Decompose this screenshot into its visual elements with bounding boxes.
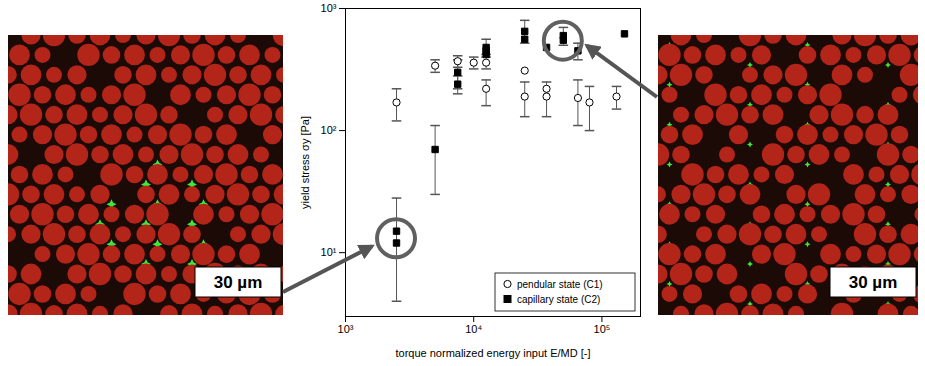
svg-text:10⁵: 10⁵ [594, 323, 611, 335]
svg-text:capillary state (C2): capillary state (C2) [517, 294, 600, 305]
svg-text:pendular state (C1): pendular state (C1) [517, 279, 603, 290]
svg-text:30 µm: 30 µm [849, 273, 898, 292]
svg-text:10⁴: 10⁴ [465, 323, 482, 335]
svg-text:10¹: 10¹ [321, 246, 337, 258]
svg-text:torque normalized energy input: torque normalized energy input E/MD [-] [395, 347, 590, 359]
svg-text:yield stress σy [Pa]: yield stress σy [Pa] [299, 116, 311, 209]
svg-text:10³: 10³ [338, 323, 354, 335]
svg-text:10³: 10³ [321, 2, 337, 14]
svg-text:30 µm: 30 µm [214, 273, 263, 292]
svg-text:10²: 10² [321, 124, 337, 136]
